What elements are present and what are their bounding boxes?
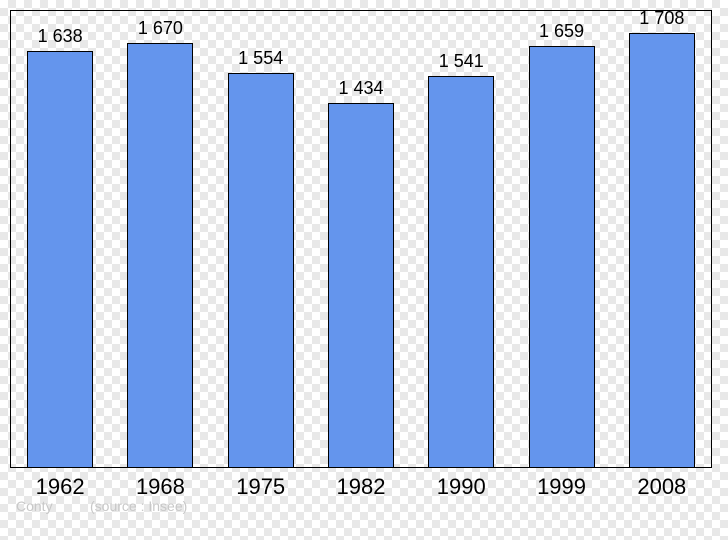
bar-value-label: 1 659 bbox=[539, 21, 584, 42]
x-axis-label: 1975 bbox=[211, 474, 311, 500]
bar-wrap: 1 434 bbox=[311, 10, 411, 468]
bar-value-label: 1 638 bbox=[38, 26, 83, 47]
bar-value-label: 1 434 bbox=[338, 78, 383, 99]
footer-left: Conty bbox=[16, 498, 53, 514]
bar-wrap: 1 670 bbox=[110, 10, 210, 468]
bars-area: 1 638 1 670 1 554 1 434 1 541 1 659 1 708 bbox=[10, 10, 712, 468]
bar bbox=[27, 51, 93, 468]
bar-value-label: 1 670 bbox=[138, 18, 183, 39]
footer-right: (source : Insee) bbox=[90, 498, 187, 514]
x-axis-labels: 1962196819751982199019992008 bbox=[10, 474, 712, 500]
x-axis-label: 2008 bbox=[612, 474, 712, 500]
x-axis-label: 1982 bbox=[311, 474, 411, 500]
bar-wrap: 1 638 bbox=[10, 10, 110, 468]
bar bbox=[328, 103, 394, 468]
bar-value-label: 1 554 bbox=[238, 48, 283, 69]
bar-wrap: 1 659 bbox=[511, 10, 611, 468]
bar-wrap: 1 554 bbox=[211, 10, 311, 468]
bar-value-label: 1 708 bbox=[639, 8, 684, 29]
bar bbox=[428, 76, 494, 468]
bar-wrap: 1 708 bbox=[612, 10, 712, 468]
bar bbox=[629, 33, 695, 468]
bar bbox=[228, 73, 294, 468]
x-axis-label: 1962 bbox=[10, 474, 110, 500]
bar-value-label: 1 541 bbox=[439, 51, 484, 72]
bar bbox=[127, 43, 193, 468]
x-axis-label: 1990 bbox=[411, 474, 511, 500]
bar-wrap: 1 541 bbox=[411, 10, 511, 468]
bar bbox=[529, 46, 595, 468]
x-axis-label: 1968 bbox=[110, 474, 210, 500]
x-axis-label: 1999 bbox=[511, 474, 611, 500]
